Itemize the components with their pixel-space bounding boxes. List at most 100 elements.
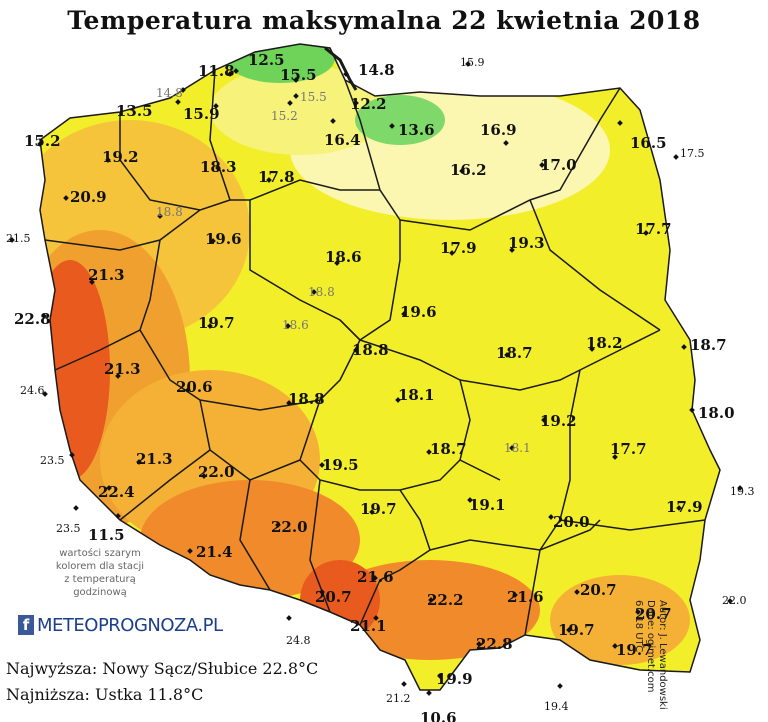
station-s54: 19.5 xyxy=(319,456,359,474)
station-s46: 19.2 xyxy=(540,412,577,430)
station-s23: 17.8 xyxy=(258,168,295,186)
station-s52: 21.3 xyxy=(136,450,173,468)
station-s29: 17.9 xyxy=(440,239,477,257)
station-marker xyxy=(426,449,432,455)
station-s50: 18.7 xyxy=(426,440,467,458)
station-temperature: 20.7 xyxy=(315,588,352,606)
station-s19: 18.3 xyxy=(200,158,237,176)
station-temperature: 19.7 xyxy=(198,314,235,332)
station-s79: 19.4 xyxy=(544,683,569,713)
station-temperature: 20.7 xyxy=(580,581,617,599)
station-temperature: 20.0 xyxy=(553,513,590,531)
station-marker xyxy=(676,505,682,511)
station-temperature: 17.0 xyxy=(540,156,577,174)
station-s58: 17.9 xyxy=(666,498,703,516)
station-temperature: 16.5 xyxy=(630,134,667,152)
station-marker xyxy=(566,627,572,633)
stations-layer: 12.511.8 15.5 14.8 15.914.8 15.515.212.213.5… xyxy=(6,51,755,722)
station-s3: 15.5 xyxy=(280,66,317,84)
station-temperature: 11.8 xyxy=(198,62,235,80)
station-s4: 14.8 xyxy=(343,61,395,79)
station-temperature: 13.5 xyxy=(116,102,153,120)
station-s70: 22.0 xyxy=(722,594,747,607)
station-temperature: 22.0 xyxy=(271,518,308,536)
station-temperature: 10.6 xyxy=(420,709,457,722)
station-marker xyxy=(207,323,213,329)
station-marker xyxy=(115,373,121,379)
station-s26: 21.5 xyxy=(6,232,31,245)
station-s13: 13.6 xyxy=(389,121,435,139)
station-marker xyxy=(286,400,292,406)
station-temperature: 18.2 xyxy=(586,334,623,352)
station-marker xyxy=(89,279,95,285)
station-marker xyxy=(319,589,325,595)
station-temperature: 24.6 xyxy=(20,384,45,397)
station-marker xyxy=(673,154,679,160)
station-s55: 22.4 xyxy=(98,483,135,501)
station-marker xyxy=(503,140,509,146)
station-s57: 19.1 xyxy=(467,496,506,514)
station-temperature: 21.1 xyxy=(350,617,387,635)
station-s74: 24.8 xyxy=(286,615,311,647)
station-s28: 18.6 xyxy=(325,248,362,266)
station-marker xyxy=(727,598,733,604)
station-marker xyxy=(180,87,186,93)
station-marker xyxy=(105,157,111,163)
station-temperature: 15.9 xyxy=(460,56,485,69)
gray-values-note: wartości szarym kolorem dla stacji z tem… xyxy=(55,548,145,598)
station-s5: 15.9 xyxy=(460,56,485,69)
station-temperature: 11.5 xyxy=(88,526,125,544)
station-temperature: 14.8 xyxy=(358,61,395,79)
station-s8: 15.2 xyxy=(271,100,298,123)
station-marker xyxy=(401,311,407,317)
station-temperature: 16.2 xyxy=(450,161,487,179)
station-s39: 18.7 xyxy=(681,336,727,354)
station-s18: 19.2 xyxy=(102,148,139,166)
station-s66: 20.7 xyxy=(315,588,352,606)
station-temperature: 20.9 xyxy=(70,188,107,206)
station-s56: 19.3 xyxy=(730,485,755,498)
station-s36: 19.6 xyxy=(400,303,437,321)
station-s76: 19.7 xyxy=(612,641,653,659)
station-s16: 16.5 xyxy=(617,120,667,152)
station-temperature: 19.6 xyxy=(205,230,242,248)
station-marker xyxy=(353,347,359,353)
station-marker xyxy=(73,505,79,511)
station-temperature: 15.5 xyxy=(300,90,327,104)
station-marker xyxy=(175,99,181,105)
station-temperature: 19.2 xyxy=(102,148,139,166)
station-temperature: 17.8 xyxy=(258,168,295,186)
station-s73: 19.7 xyxy=(558,621,595,639)
station-s33: 22.8 xyxy=(14,310,51,328)
station-s41: 21.3 xyxy=(104,360,141,379)
station-s6: 14.8 xyxy=(156,86,186,100)
station-s44: 18.1 xyxy=(395,386,435,404)
station-marker xyxy=(215,165,221,171)
station-temperature: 16.9 xyxy=(480,121,517,139)
station-s40: 18.8 xyxy=(352,341,389,359)
station-temperature: 18.3 xyxy=(200,158,237,176)
station-temperature: 12.2 xyxy=(350,95,387,113)
station-marker xyxy=(512,592,518,598)
station-temperature: 18.8 xyxy=(288,390,325,408)
station-marker xyxy=(612,454,618,460)
station-marker xyxy=(426,690,432,696)
station-s34: 19.7 xyxy=(198,314,235,332)
station-marker xyxy=(311,289,317,295)
hel-peninsula xyxy=(324,46,358,91)
station-marker xyxy=(539,162,545,168)
station-marker xyxy=(201,473,207,479)
station-marker xyxy=(369,509,375,515)
station-marker xyxy=(275,522,281,528)
station-temperature: 14.8 xyxy=(156,86,183,100)
station-temperature: 19.7 xyxy=(360,500,397,518)
station-s47: 18.0 xyxy=(689,404,735,422)
station-marker xyxy=(285,323,291,329)
station-temperature: 17.9 xyxy=(666,498,703,516)
station-marker xyxy=(504,352,510,358)
station-temperature: 24.8 xyxy=(286,634,311,647)
station-marker xyxy=(643,230,649,236)
station-temperature: 19.1 xyxy=(469,496,506,514)
